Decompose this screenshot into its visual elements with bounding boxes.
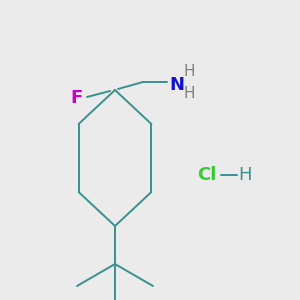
- Text: H: H: [238, 166, 252, 184]
- Text: Cl: Cl: [197, 166, 217, 184]
- Text: N: N: [169, 76, 184, 94]
- Text: F: F: [71, 89, 83, 107]
- Text: H: H: [183, 64, 195, 80]
- Text: H: H: [183, 86, 195, 101]
